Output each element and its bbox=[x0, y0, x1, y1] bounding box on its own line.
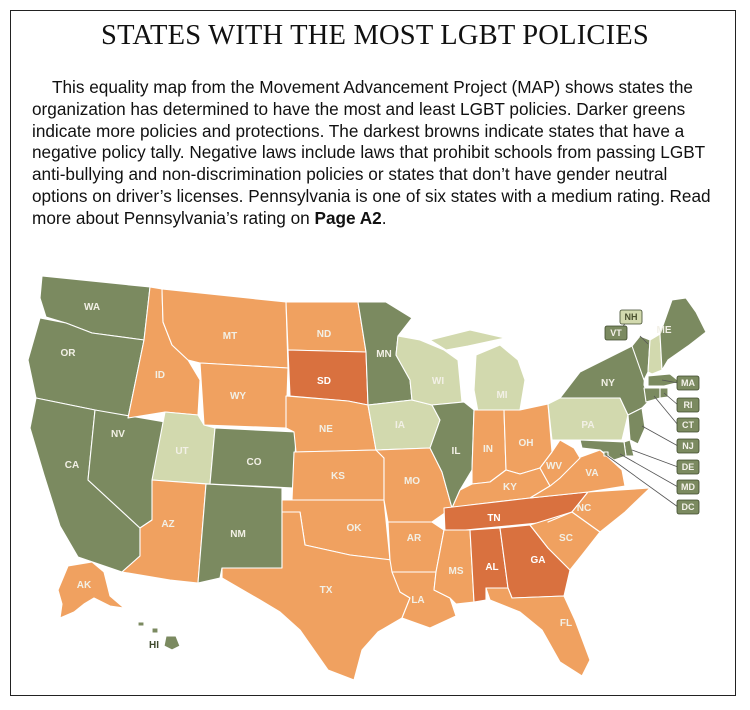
svg-text:VT: VT bbox=[610, 328, 622, 338]
label-NY: NY bbox=[601, 378, 615, 389]
label-MO: MO bbox=[404, 476, 420, 487]
state-MD bbox=[579, 439, 627, 461]
label-UT: UT bbox=[175, 446, 188, 457]
state-NH bbox=[647, 333, 663, 375]
label-HI: HI bbox=[149, 640, 159, 651]
label-IL: IL bbox=[452, 446, 461, 457]
state-ND bbox=[285, 301, 367, 353]
state-WV bbox=[539, 439, 581, 487]
label-CA: CA bbox=[65, 460, 79, 471]
state-NC bbox=[547, 487, 651, 533]
svg-text:DC: DC bbox=[682, 502, 695, 512]
state-NJ bbox=[627, 407, 646, 445]
state-ME bbox=[659, 297, 707, 371]
tag-DC: DC bbox=[676, 499, 700, 515]
label-SD: SD bbox=[317, 376, 331, 387]
label-WV: WV bbox=[546, 461, 562, 472]
label-KS: KS bbox=[331, 471, 345, 482]
label-GA: GA bbox=[531, 555, 546, 566]
label-FL: FL bbox=[560, 618, 572, 629]
label-NE: NE bbox=[319, 424, 333, 435]
state-HI bbox=[137, 621, 181, 651]
state-NY bbox=[559, 345, 651, 416]
label-MI: MI bbox=[496, 390, 507, 401]
label-AK: AK bbox=[77, 580, 92, 591]
state-AR bbox=[387, 521, 445, 573]
label-MN: MN bbox=[376, 349, 392, 360]
state-PA bbox=[547, 397, 629, 441]
label-SC: SC bbox=[559, 533, 573, 544]
label-IA: IA bbox=[395, 420, 405, 431]
label-MS: MS bbox=[449, 566, 464, 577]
label-TN: TN bbox=[487, 513, 500, 524]
label-PA: PA bbox=[581, 420, 594, 431]
tag-RI: RI bbox=[676, 397, 700, 413]
label-OR: OR bbox=[61, 348, 77, 359]
label-WI: WI bbox=[432, 376, 444, 387]
state-MI bbox=[429, 329, 526, 413]
tag-DE: DE bbox=[676, 459, 700, 475]
label-OK: OK bbox=[347, 523, 363, 534]
tag-MD: MD bbox=[676, 479, 700, 495]
tag-MA: MA bbox=[676, 375, 700, 391]
label-ID: ID bbox=[155, 370, 165, 381]
description-text: This equality map from the Movement Adva… bbox=[32, 77, 711, 228]
svg-text:RI: RI bbox=[684, 400, 693, 410]
tag-CT: CT bbox=[676, 417, 700, 433]
label-AR: AR bbox=[407, 533, 422, 544]
map-description: This equality map from the Movement Adva… bbox=[32, 77, 722, 230]
label-KY: KY bbox=[503, 482, 517, 493]
svg-text:MD: MD bbox=[681, 482, 695, 492]
state-AK bbox=[57, 561, 125, 619]
label-TX: TX bbox=[320, 585, 333, 596]
description-end: . bbox=[381, 207, 387, 228]
svg-text:NH: NH bbox=[625, 312, 638, 322]
label-NV: NV bbox=[111, 429, 125, 440]
label-LA: LA bbox=[411, 595, 424, 606]
svg-text:MA: MA bbox=[681, 378, 695, 388]
state-FL bbox=[485, 587, 591, 677]
label-NM: NM bbox=[230, 529, 246, 540]
svg-text:CT: CT bbox=[682, 420, 694, 430]
label-IN: IN bbox=[483, 444, 493, 455]
page-title: STATES WITH THE MOST LGBT POLICIES bbox=[101, 20, 649, 51]
label-AZ: AZ bbox=[161, 519, 174, 530]
page-reference: Page A2 bbox=[314, 207, 382, 228]
state-TX bbox=[221, 511, 411, 681]
tag-NJ: NJ bbox=[676, 438, 700, 454]
label-MT: MT bbox=[223, 331, 237, 342]
label-NC: NC bbox=[577, 503, 591, 514]
label-OH: OH bbox=[519, 438, 534, 449]
label-WY: WY bbox=[230, 391, 246, 402]
label-CO: CO bbox=[247, 457, 262, 468]
tag-NH: NH bbox=[619, 309, 643, 325]
label-AL: AL bbox=[485, 562, 498, 573]
label-WA: WA bbox=[84, 302, 100, 313]
label-VA: VA bbox=[585, 468, 598, 479]
label-ME: ME bbox=[657, 325, 672, 336]
svg-text:DE: DE bbox=[682, 462, 695, 472]
label-ND: ND bbox=[317, 329, 331, 340]
tag-VT: VT bbox=[604, 325, 628, 341]
svg-text:NJ: NJ bbox=[682, 441, 694, 451]
